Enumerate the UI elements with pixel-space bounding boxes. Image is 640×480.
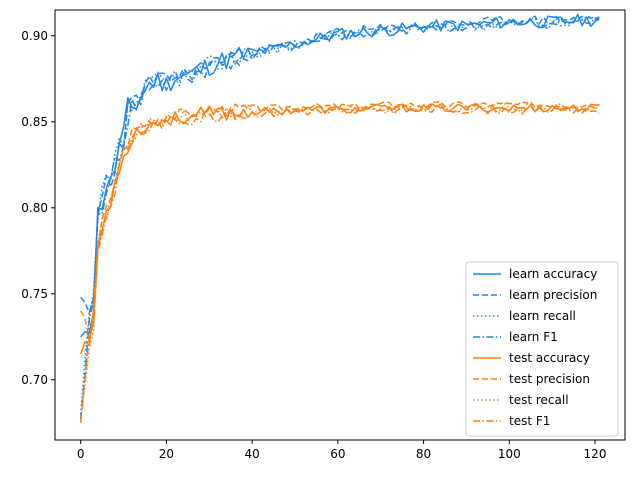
series-line-test-precision: [80, 100, 600, 341]
legend: learn accuracy learn precision learn recal…: [465, 261, 619, 437]
y-tick-label: 0.80: [21, 201, 48, 215]
legend-label: learn accuracy: [509, 267, 597, 281]
legend-label: test precision: [509, 372, 590, 386]
x-tick-label: 100: [498, 447, 521, 461]
legend-box: [465, 261, 619, 437]
legend-label: learn precision: [509, 288, 597, 302]
x-tick-label: 60: [330, 447, 345, 461]
x-tick-label: 20: [159, 447, 174, 461]
series-line-test-accuracy: [80, 103, 600, 355]
x-tick-label: 80: [416, 447, 431, 461]
series-line-test-f1: [79, 105, 600, 423]
axes-frame: [54, 9, 626, 441]
x-axis: 0 20 40 60 80 100 120: [77, 440, 607, 461]
y-tick-label: 0.85: [21, 115, 48, 129]
y-tick-label: 0.90: [21, 29, 48, 43]
x-tick-label: 40: [245, 447, 260, 461]
legend-label: test accuracy: [509, 351, 590, 365]
legend-label: test F1: [509, 414, 550, 428]
x-tick-label: 120: [584, 447, 607, 461]
y-tick-label: 0.70: [21, 373, 48, 387]
legend-label: learn F1: [509, 330, 558, 344]
series-line-learn-f1: [79, 17, 600, 420]
y-axis: 0.70 0.75 0.80 0.85 0.90: [21, 29, 55, 387]
legend-label: learn recall: [509, 309, 576, 323]
x-tick-label: 0: [77, 447, 85, 461]
legend-label: test recall: [509, 393, 569, 407]
y-tick-label: 0.75: [21, 287, 48, 301]
plot-lines: [79, 13, 600, 423]
